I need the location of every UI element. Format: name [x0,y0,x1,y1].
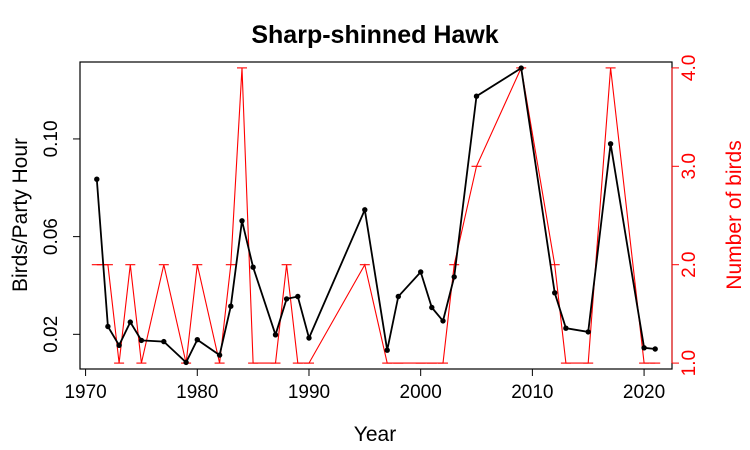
x-tick-label: 1980 [176,382,218,403]
chart-title: Sharp-shinned Hawk [251,21,498,49]
y2-tick-label: 2.0 [679,251,700,277]
x-axis: 1970 1980 1990 2000 2010 2020 [64,368,665,403]
plot-frame [79,61,673,370]
birds-per-party-hour-point [429,304,435,311]
birds-per-party-hour-point [183,359,189,366]
x-axis-label: Year [354,423,396,446]
birds-per-party-hour-point [283,296,290,302]
birds-per-party-hour-point [440,318,446,324]
birds-per-party-hour-point [216,352,223,358]
birds-per-party-hour-point [652,346,658,352]
birds-per-party-hour-point [116,342,122,348]
birds-per-party-hour-point [127,319,133,325]
number-of-birds-series [91,66,661,364]
y2-tick-label: 4.0 [679,55,700,81]
birds-per-party-hour-point [563,325,569,331]
birds-per-party-hour-point [239,218,245,224]
y2-tick-label: 3.0 [679,153,700,179]
birds-per-party-hour-point [585,329,591,335]
birds-per-party-hour-line [95,66,656,364]
birds-per-party-hour-point [641,345,647,351]
y2-axis-label: Number of birds [723,140,746,289]
x-tick-label: 2010 [511,382,553,403]
birds-per-party-hour-point [194,337,200,343]
birds-per-party-hour-point [607,141,614,147]
x-tick-label: 1970 [64,382,106,403]
birds-per-party-hour-series [94,65,658,366]
birds-per-party-hour-point [94,176,100,182]
birds-per-party-hour-point [228,303,234,309]
birds-per-party-hour-point [418,269,424,275]
birds-per-party-hour-point [295,293,301,300]
birds-per-party-hour-point [306,335,312,341]
birds-per-party-hour-point [272,332,279,338]
birds-per-party-hour-point [138,337,145,344]
x-tick-label: 2020 [623,382,665,403]
y-axis-right: 1.0 2.0 3.0 4.0 [671,55,700,376]
birds-per-party-hour-point [552,290,558,296]
birds-per-party-hour-point [473,93,480,99]
y2-tick-label: 1.0 [679,350,700,376]
birds-per-party-hour-point [105,323,111,330]
birds-per-party-hour-point [384,347,390,353]
x-tick-label: 2000 [400,382,442,403]
birds-per-party-hour-point [250,264,256,270]
birds-per-party-hour-point [395,293,401,300]
birds-per-party-hour-point [518,65,524,71]
y-axis-label: Birds/Party Hour [9,138,32,292]
y-tick-label: 0.06 [41,218,62,255]
birds-per-party-hour-point [451,274,457,280]
y-axis-left: 0.02 0.06 0.10 [41,120,81,353]
x-tick-label: 1990 [288,382,330,403]
birds-per-party-hour-point [161,338,167,345]
number-of-birds-line [96,66,656,364]
birds-per-party-hour-point [362,207,368,213]
y-tick-label: 0.10 [41,120,62,157]
y-tick-label: 0.02 [41,316,62,353]
